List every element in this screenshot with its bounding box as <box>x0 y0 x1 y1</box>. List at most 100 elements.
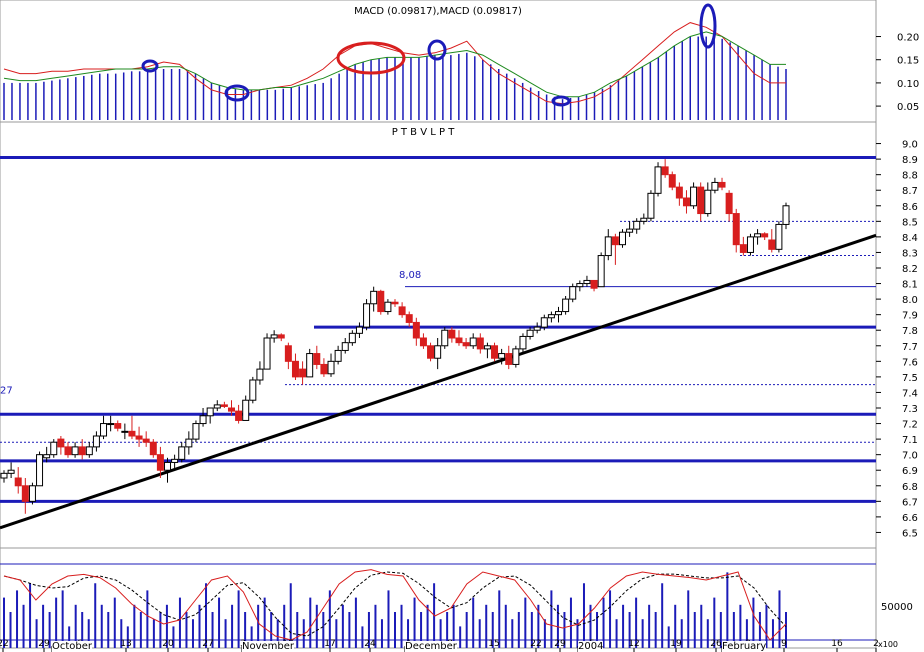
candle-body <box>220 404 228 407</box>
candle-body <box>675 186 683 199</box>
candle-body <box>192 423 200 440</box>
candle-body <box>682 197 690 207</box>
price-ytick-label: 7.1 <box>902 435 918 446</box>
axes: 0.20 0.15 0.10 0.05 9.0 8.9 8.8 8.7 8.6 8.5 8.4 8.3… <box>0 33 919 652</box>
candle-body <box>746 236 754 253</box>
candle-body <box>384 301 392 313</box>
price-ytick-label: 6.5 <box>902 528 918 539</box>
candle-body <box>562 298 570 313</box>
candle-body <box>697 186 705 215</box>
candle-body <box>206 407 214 417</box>
candle-body <box>640 217 648 222</box>
candle-body <box>277 334 285 339</box>
candle-body <box>761 233 769 238</box>
candle-body <box>654 166 662 194</box>
candle-body <box>64 446 72 456</box>
candle-body <box>434 345 442 359</box>
candle-body <box>661 166 669 176</box>
xtick-label: 26 <box>710 639 722 649</box>
price-ytick-label: 6.9 <box>902 466 918 477</box>
candle-body <box>185 438 193 448</box>
highlight-ellipse <box>336 41 406 75</box>
candle-body <box>448 329 456 339</box>
candle-body <box>419 337 427 347</box>
candle-body <box>142 438 150 443</box>
candle-body <box>604 236 612 257</box>
highlight-ellipse <box>224 84 250 102</box>
candle-body <box>398 306 406 316</box>
candle-body <box>405 314 413 323</box>
xtick-label: 15 <box>488 639 499 649</box>
xtick-label: 24 <box>364 639 376 649</box>
candle-body <box>377 290 385 313</box>
candle-body <box>469 337 477 347</box>
candle-body <box>28 485 36 502</box>
price-ytick-label: 8.6 <box>902 202 918 213</box>
candle-body <box>85 446 93 456</box>
price-ytick-label: 8.0 <box>902 295 918 306</box>
candle-body <box>505 353 513 365</box>
candle-body <box>0 472 8 479</box>
candle-body <box>533 326 541 331</box>
candle-body <box>107 423 115 426</box>
candle-body <box>256 368 264 381</box>
candle-body <box>14 477 22 487</box>
candle-body <box>92 435 100 448</box>
price-ytick-label: 7.8 <box>902 326 918 337</box>
candle-body <box>78 446 86 456</box>
candle-body <box>306 353 314 378</box>
price-ytick-label: 8.1 <box>902 280 918 291</box>
xtick-label: 8 <box>447 639 453 649</box>
price-ytick-label: 9.0 <box>902 140 918 151</box>
candle-body <box>227 407 235 412</box>
candle-body <box>121 430 129 433</box>
candle-body <box>363 303 371 328</box>
xtick-label: 22 <box>530 639 541 649</box>
candle-body <box>491 345 499 359</box>
trendline <box>0 233 877 530</box>
candle-body <box>263 337 271 370</box>
xtick-label: 17 <box>324 639 335 649</box>
price-ytick-label: 6.8 <box>902 482 918 493</box>
price-ytick-label: 7.2 <box>902 420 918 431</box>
candle-body <box>483 345 491 350</box>
highlight-ellipse <box>551 95 571 107</box>
candle-body <box>291 360 299 378</box>
highlight-ellipse <box>427 39 447 61</box>
candle-body <box>768 239 776 250</box>
xtick-label: 19 <box>670 639 682 649</box>
volume-unit-label: x100 <box>878 640 898 649</box>
price-ytick-label: 7.0 <box>902 451 918 462</box>
xtick-label: 27 <box>202 639 213 649</box>
candle-body <box>547 314 555 319</box>
xtick-label: 22 <box>0 639 9 649</box>
highlight-ellipse <box>141 59 159 73</box>
candle-body <box>199 415 207 425</box>
macd-panel <box>3 3 787 120</box>
candle-body <box>512 348 520 365</box>
candle-body <box>43 454 51 459</box>
candle-body <box>775 223 783 250</box>
candle-body <box>611 236 619 246</box>
xtick-label: 9 <box>781 639 787 649</box>
candle-body <box>526 329 534 337</box>
candle-body <box>633 220 641 230</box>
candle-body <box>462 342 470 347</box>
candle-body <box>498 353 506 359</box>
price-ytick-label: 8.8 <box>902 171 918 182</box>
xtick-label: 29 <box>554 639 566 649</box>
candle-body <box>299 368 307 378</box>
candle-body <box>334 349 342 362</box>
candle-body <box>50 441 58 456</box>
price-annotation: 8,08 <box>399 270 421 281</box>
candle-body <box>156 454 164 471</box>
price-ytick-label: 8.3 <box>902 248 918 259</box>
candle-body <box>327 360 335 375</box>
xtick-label: 1 <box>406 639 412 649</box>
candle-body <box>704 189 712 215</box>
candle-body <box>348 332 356 344</box>
xtick-label: 6 <box>77 639 83 649</box>
candle-body <box>313 353 321 365</box>
candle-body <box>690 186 698 207</box>
candle-body <box>590 279 598 289</box>
